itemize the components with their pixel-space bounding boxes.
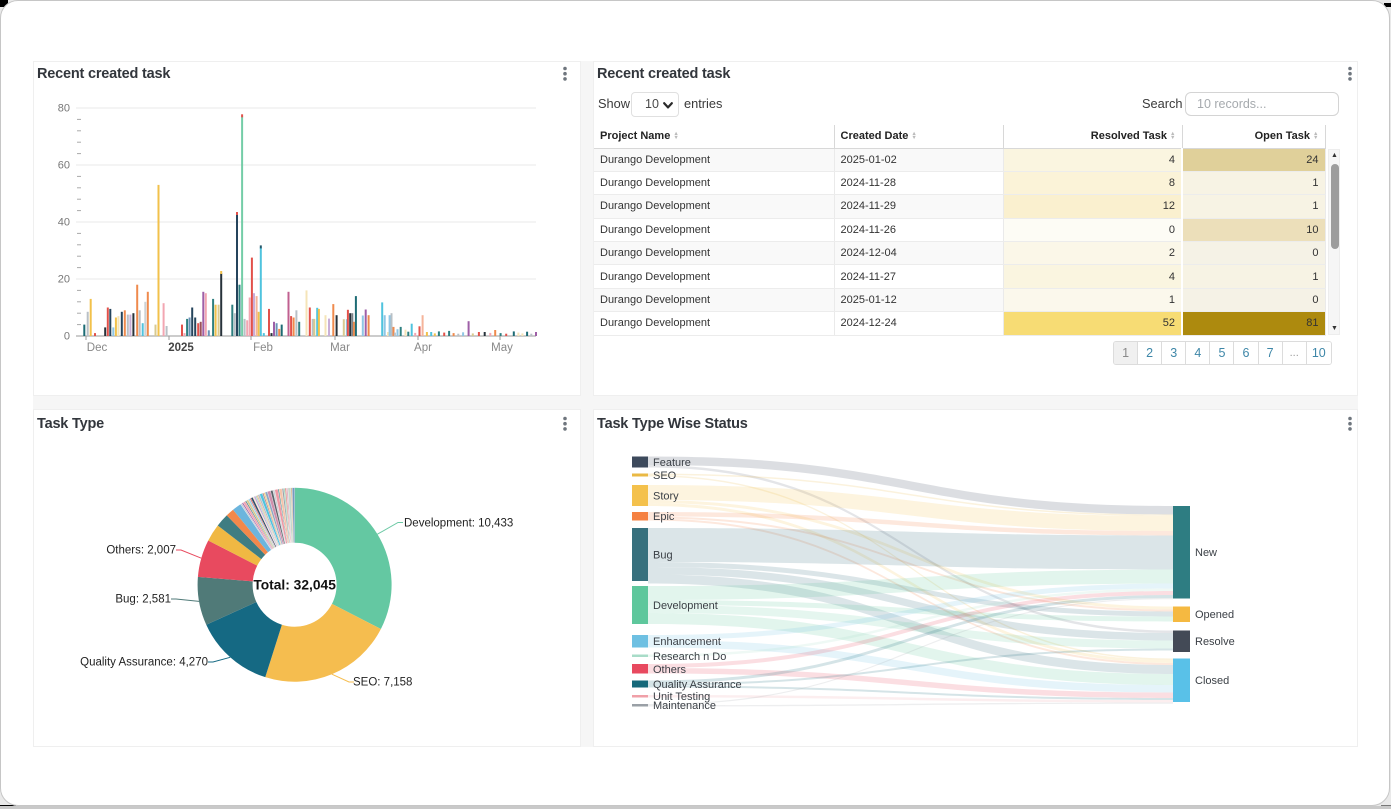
svg-text:40: 40 [58, 217, 70, 229]
svg-text:SEO: 7,158: SEO: 7,158 [353, 677, 412, 689]
svg-text:60: 60 [58, 160, 70, 172]
svg-text:Development: 10,433: Development: 10,433 [404, 518, 513, 530]
svg-text:2025: 2025 [168, 342, 194, 354]
svg-text:80: 80 [58, 103, 70, 115]
svg-text:Others: 2,007: Others: 2,007 [106, 545, 176, 557]
svg-text:Research n Do: Research n Do [653, 651, 726, 663]
svg-text:Dec: Dec [87, 342, 108, 354]
svg-text:May: May [491, 342, 513, 354]
svg-text:New: New [1195, 547, 1217, 559]
svg-text:Feb: Feb [253, 342, 273, 354]
svg-text:20: 20 [58, 274, 70, 286]
svg-text:0: 0 [64, 331, 70, 343]
svg-text:Unit Testing: Unit Testing [653, 691, 710, 703]
svg-text:Quality Assurance: Quality Assurance [653, 679, 742, 691]
svg-text:Opened: Opened [1195, 609, 1234, 621]
svg-text:Bug: 2,581: Bug: 2,581 [115, 594, 171, 606]
svg-text:Bug: Bug [653, 550, 673, 562]
svg-text:Total: 32,045: Total: 32,045 [253, 578, 336, 593]
svg-text:Quality Assurance: 4,270: Quality Assurance: 4,270 [80, 657, 208, 669]
svg-text:Development: Development [653, 600, 718, 612]
svg-text:Others: Others [653, 664, 687, 676]
svg-text:Story: Story [653, 491, 679, 503]
svg-text:Maintenance: Maintenance [653, 700, 716, 712]
svg-text:Enhancement: Enhancement [653, 636, 721, 648]
svg-text:Feature: Feature [653, 457, 691, 469]
svg-text:Closed: Closed [1195, 675, 1229, 687]
svg-text:Mar: Mar [330, 342, 350, 354]
svg-text:SEO: SEO [653, 470, 677, 482]
svg-text:Resolve: Resolve [1195, 636, 1235, 648]
svg-text:Epic: Epic [653, 511, 675, 523]
svg-text:Apr: Apr [414, 342, 432, 354]
